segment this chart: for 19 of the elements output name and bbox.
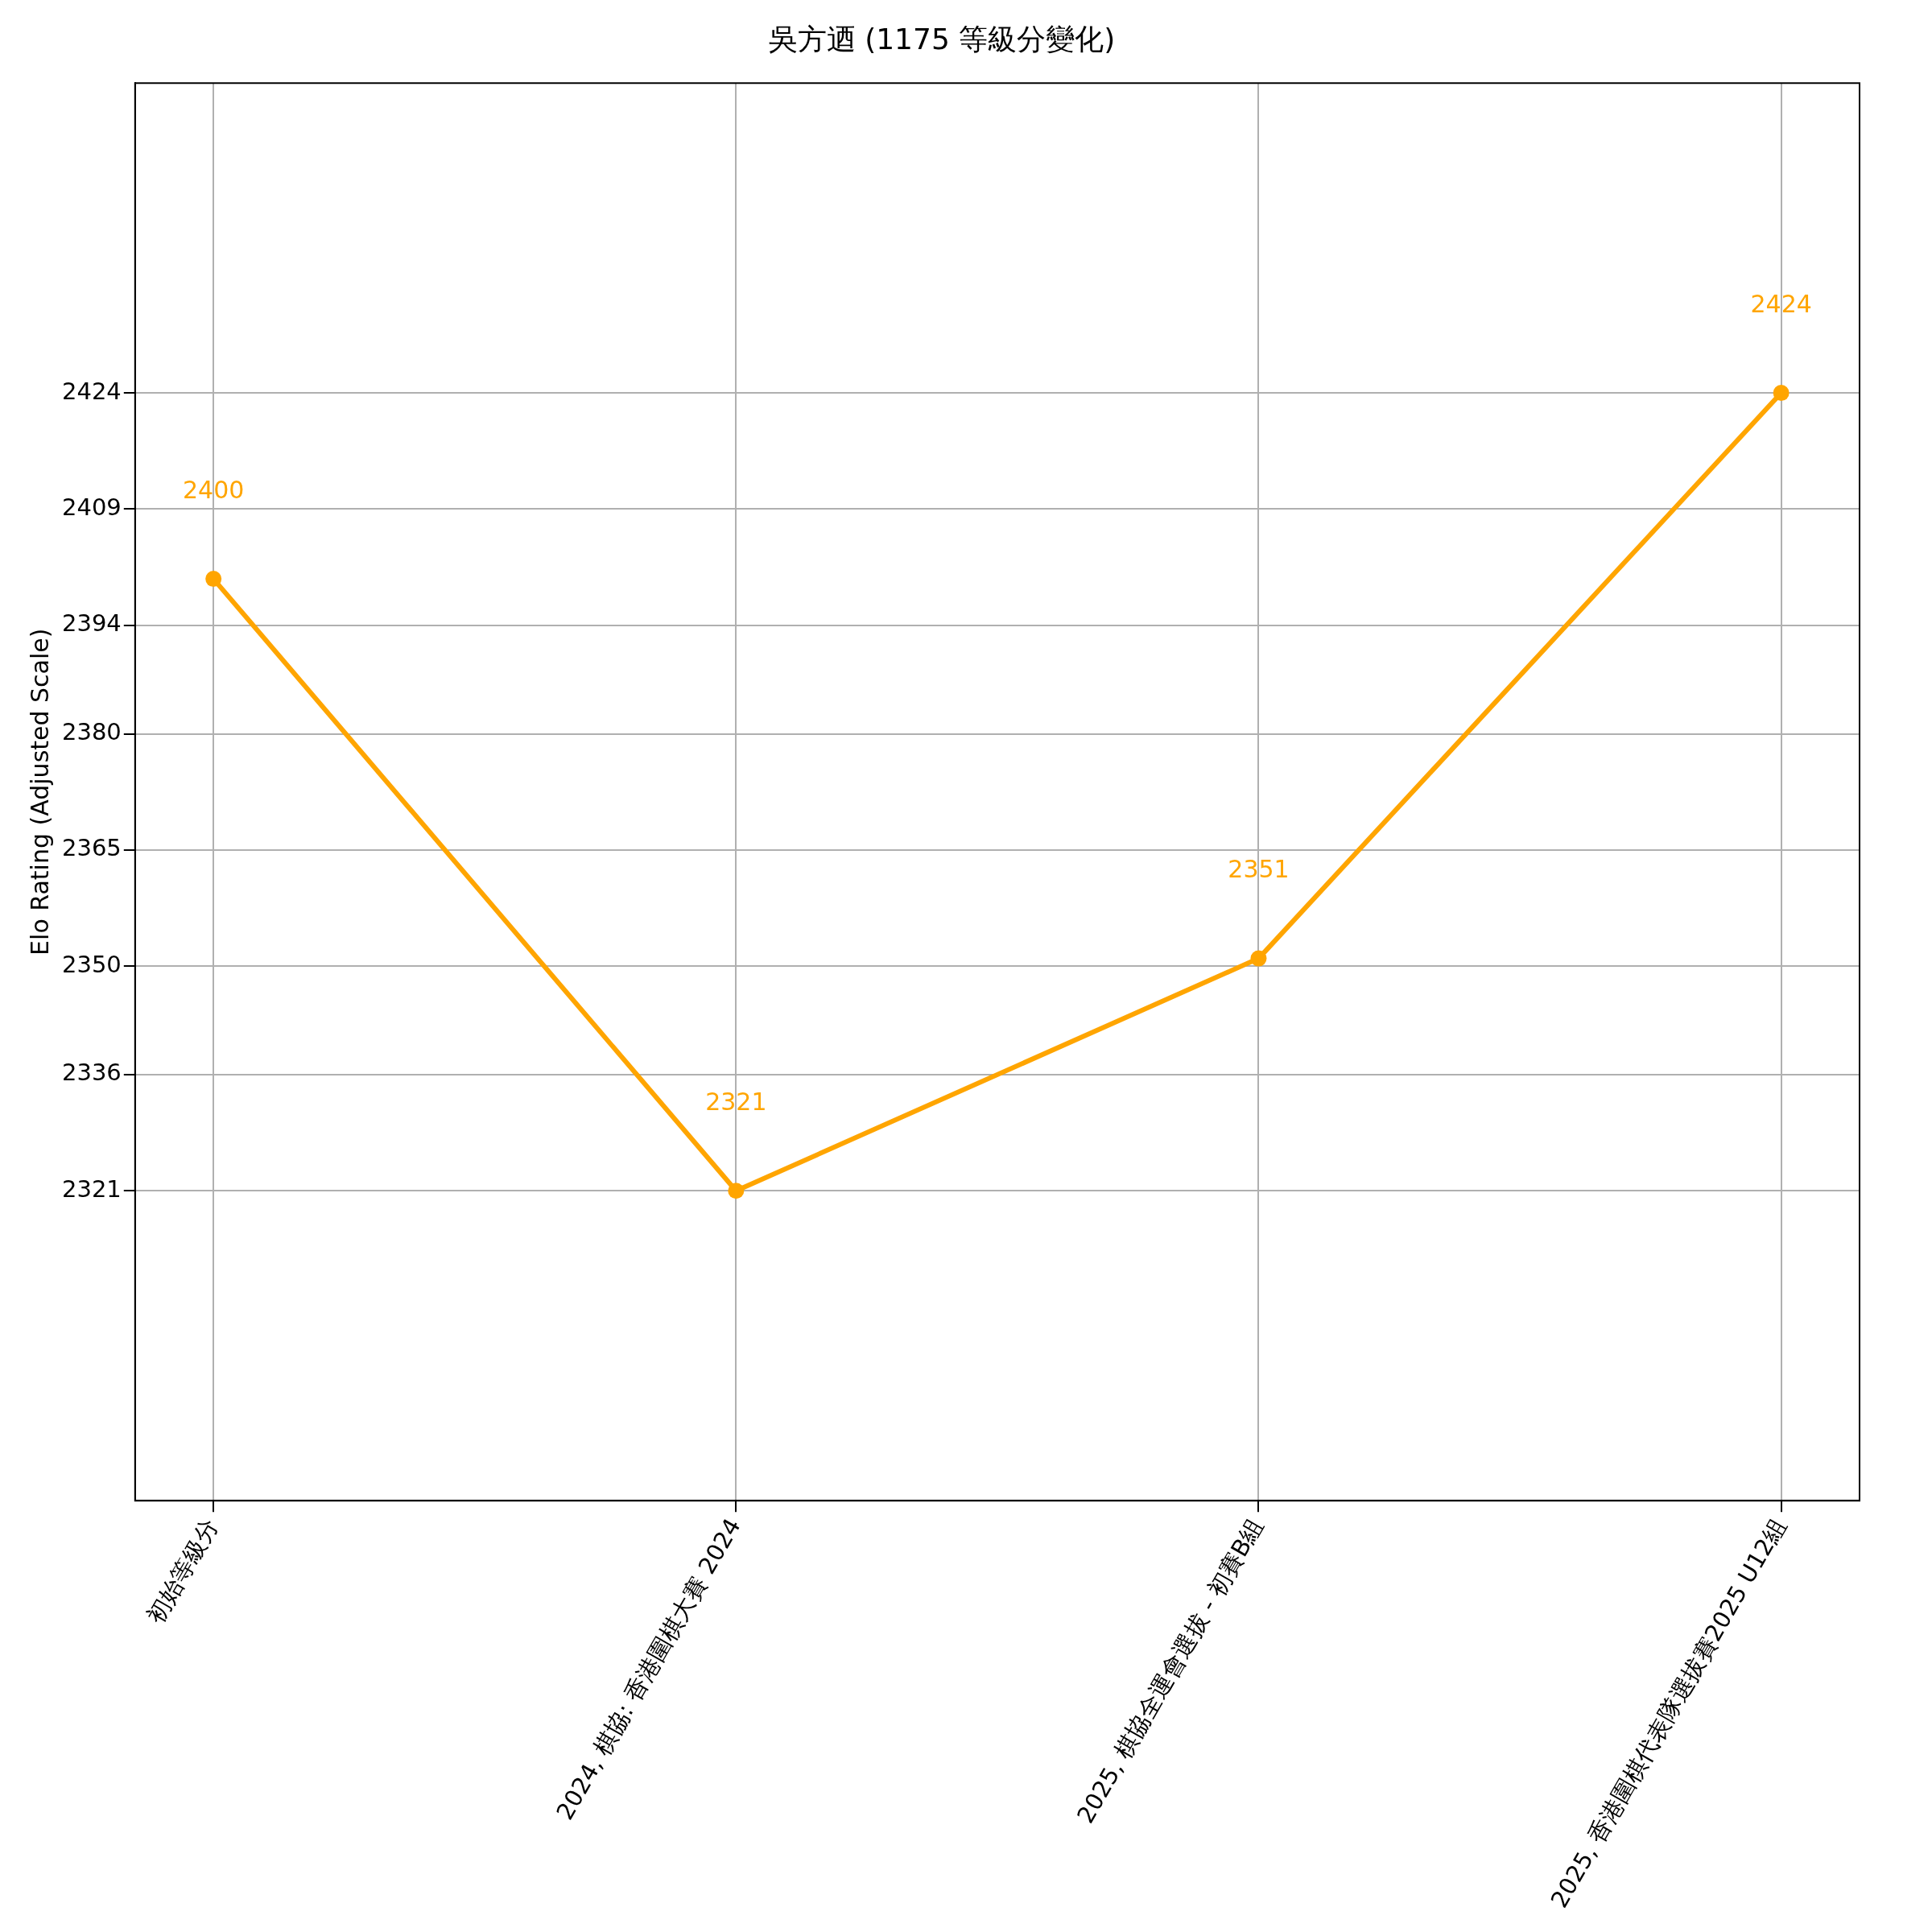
y-tick-label: 2409: [61, 493, 122, 521]
y-tick-label: 2365: [61, 834, 122, 862]
x-tick-label: 初始等級分: [141, 1513, 224, 1629]
y-tick-label: 2424: [61, 377, 122, 405]
y-tick-label: 2394: [61, 609, 122, 638]
data-label: 2400: [183, 475, 245, 504]
point: [1250, 950, 1267, 967]
data-label: 2424: [1750, 289, 1812, 318]
point: [728, 1183, 745, 1199]
point: [1773, 385, 1790, 402]
point: [205, 571, 222, 588]
y-axis-title: Elo Rating (Adjusted Scale): [25, 628, 54, 956]
data-label: 2321: [705, 1088, 767, 1117]
y-tick-label: 2380: [61, 718, 122, 746]
y-tick-label: 2336: [61, 1059, 122, 1087]
data-label: 2351: [1228, 855, 1290, 884]
y-tick-label: 2350: [61, 950, 122, 978]
chart-title: 吳方迺 (1175 等級分變化): [768, 22, 1116, 56]
y-tick-label: 2321: [61, 1174, 122, 1203]
